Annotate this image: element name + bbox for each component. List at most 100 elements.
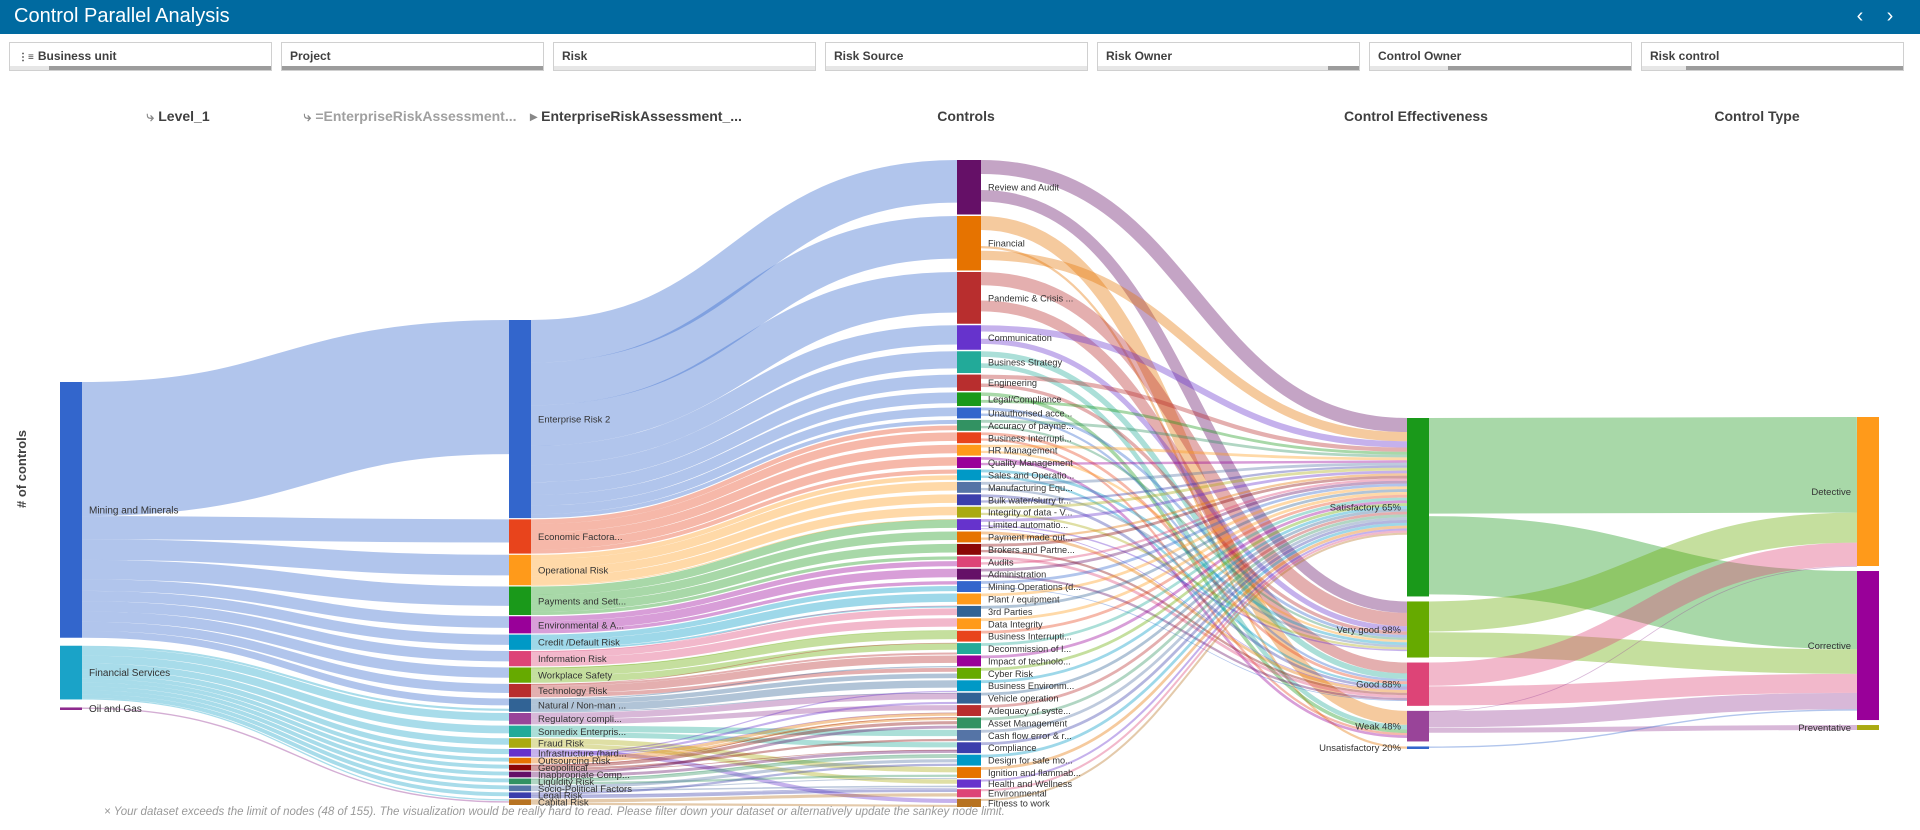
- sankey-node[interactable]: [957, 374, 981, 391]
- sankey-link[interactable]: [980, 250, 1408, 442]
- sankey-link[interactable]: [81, 559, 510, 606]
- sankey-node[interactable]: [957, 593, 981, 605]
- sankey-node[interactable]: [957, 407, 981, 419]
- sankey-link[interactable]: [530, 690, 958, 755]
- sankey-node[interactable]: [1407, 601, 1429, 658]
- sankey-node[interactable]: [957, 392, 981, 407]
- sankey-link[interactable]: [980, 470, 1408, 522]
- sankey-link[interactable]: [530, 215, 958, 406]
- sankey-node[interactable]: [509, 725, 531, 738]
- sankey-link[interactable]: [530, 701, 958, 757]
- sankey-node[interactable]: [509, 651, 531, 667]
- sankey-link[interactable]: [530, 789, 958, 799]
- filter-risk[interactable]: Risk: [553, 42, 816, 71]
- sankey-link[interactable]: [980, 392, 1408, 733]
- sankey-link[interactable]: [980, 399, 1408, 455]
- sankey-node[interactable]: [957, 643, 981, 654]
- sankey-node[interactable]: [957, 271, 981, 324]
- sankey-link[interactable]: [980, 419, 1408, 458]
- column-header[interactable]: Control Type: [1714, 108, 1799, 124]
- sankey-link[interactable]: [530, 692, 958, 713]
- sankey-node[interactable]: [957, 351, 981, 374]
- sankey-link[interactable]: [530, 630, 958, 669]
- sankey-link[interactable]: [980, 432, 1408, 685]
- sankey-node[interactable]: [957, 481, 981, 493]
- sankey-node[interactable]: [509, 792, 531, 799]
- sankey-link[interactable]: [530, 618, 958, 667]
- sankey-node[interactable]: [957, 655, 981, 667]
- sankey-link[interactable]: [530, 785, 958, 792]
- sankey-link[interactable]: [81, 611, 510, 678]
- sankey-node[interactable]: [509, 554, 531, 586]
- sankey-link[interactable]: [980, 486, 1408, 597]
- sankey-node[interactable]: [509, 519, 531, 554]
- sankey-link[interactable]: [530, 608, 958, 659]
- sankey-link[interactable]: [980, 514, 1408, 721]
- sankey-node[interactable]: [957, 543, 981, 555]
- sankey-link[interactable]: [530, 425, 958, 524]
- sankey-link[interactable]: [530, 643, 958, 683]
- sankey-link[interactable]: [530, 585, 958, 640]
- sankey-link[interactable]: [980, 512, 1408, 650]
- sankey-link[interactable]: [530, 680, 958, 712]
- sankey-node[interactable]: [60, 645, 82, 700]
- sankey-link[interactable]: [1428, 565, 1858, 712]
- sankey-link[interactable]: [530, 731, 958, 748]
- sankey-link[interactable]: [530, 543, 958, 612]
- sankey-node[interactable]: [509, 738, 531, 748]
- sankey-link[interactable]: [530, 777, 958, 790]
- sankey-link[interactable]: [980, 438, 1408, 736]
- sankey-link[interactable]: [530, 581, 958, 634]
- sankey-link[interactable]: [530, 655, 958, 694]
- sankey-link[interactable]: [530, 457, 958, 550]
- sankey-link[interactable]: [530, 444, 958, 542]
- sankey-node[interactable]: [509, 586, 531, 616]
- sankey-link[interactable]: [530, 419, 958, 519]
- sankey-node[interactable]: [957, 705, 981, 716]
- sankey-link[interactable]: [81, 590, 510, 645]
- sankey-node[interactable]: [957, 160, 981, 215]
- sankey-link[interactable]: [980, 460, 1408, 466]
- chevron-left-icon[interactable]: ‹: [1856, 5, 1864, 27]
- sankey-link[interactable]: [980, 478, 1408, 565]
- sankey-link[interactable]: [980, 528, 1408, 691]
- sankey-link[interactable]: [980, 503, 1408, 671]
- sankey-node[interactable]: [509, 616, 531, 634]
- sankey-link[interactable]: [980, 338, 1408, 632]
- sankey-link[interactable]: [980, 483, 1408, 584]
- column-header[interactable]: Controls: [937, 108, 995, 124]
- sankey-link[interactable]: [1428, 512, 1858, 632]
- sankey-node[interactable]: [1407, 418, 1429, 597]
- sankey-link[interactable]: [530, 787, 958, 796]
- sankey-node[interactable]: [957, 568, 981, 580]
- sankey-link[interactable]: [530, 407, 958, 515]
- sankey-node[interactable]: [957, 494, 981, 506]
- filter-risk-owner[interactable]: Risk Owner: [1097, 42, 1360, 71]
- sankey-link[interactable]: [530, 271, 958, 446]
- sankey-node[interactable]: [509, 683, 531, 698]
- sankey-link[interactable]: [530, 667, 958, 698]
- sankey-link[interactable]: [980, 215, 1408, 725]
- sankey-link[interactable]: [530, 774, 958, 785]
- sankey-link[interactable]: [1428, 516, 1858, 650]
- sankey-link[interactable]: [81, 707, 510, 803]
- sankey-link[interactable]: [81, 678, 510, 769]
- sankey-node[interactable]: [957, 767, 981, 778]
- sankey-link[interactable]: [81, 655, 510, 734]
- sankey-link[interactable]: [530, 717, 958, 764]
- sankey-link[interactable]: [980, 517, 1408, 733]
- sankey-link[interactable]: [81, 630, 510, 706]
- sankey-link[interactable]: [980, 525, 1408, 770]
- sankey-node[interactable]: [1857, 725, 1879, 730]
- sankey-link[interactable]: [530, 748, 958, 804]
- sankey-node[interactable]: [957, 519, 981, 531]
- sankey-link[interactable]: [530, 705, 958, 725]
- sankey-link[interactable]: [980, 457, 1408, 738]
- sankey-node[interactable]: [957, 556, 981, 568]
- sankey-link[interactable]: [980, 531, 1408, 693]
- sankey-link[interactable]: [980, 528, 1408, 782]
- sankey-link[interactable]: [530, 561, 958, 622]
- sankey-node[interactable]: [509, 785, 531, 792]
- sankey-link[interactable]: [530, 630, 958, 677]
- sankey-link[interactable]: [980, 494, 1408, 690]
